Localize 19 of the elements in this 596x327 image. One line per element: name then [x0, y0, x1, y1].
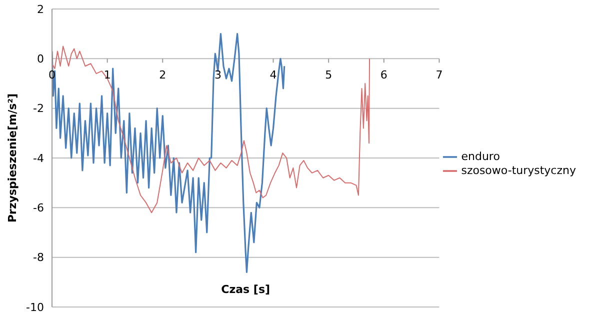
x-tick-label: 7 — [436, 68, 443, 82]
x-tick-label: 2 — [159, 68, 166, 82]
y-tick-label: -6 — [33, 202, 44, 215]
x-tick-label: 1 — [104, 68, 111, 82]
legend-label: enduro — [461, 150, 500, 163]
x-tick-label: 3 — [214, 68, 222, 82]
x-axis-title: Czas [s] — [221, 283, 270, 296]
y-tick-label: 2 — [37, 2, 44, 16]
y-tick-label: -4 — [33, 152, 44, 165]
y-tick-label: 0 — [37, 52, 44, 66]
x-tick-label: 4 — [270, 68, 277, 82]
y-axis-title: Przyspieszenie[m/s²] — [6, 93, 19, 223]
x-tick-label: 5 — [325, 68, 332, 82]
y-tick-label: -8 — [33, 251, 44, 264]
legend-label: szosowo-turystyczny — [461, 164, 576, 177]
y-tick-label: -2 — [33, 102, 44, 116]
x-tick-label: 0 — [48, 68, 56, 82]
x-tick-label: 6 — [380, 68, 388, 82]
y-tick-label: -10 — [26, 300, 44, 314]
